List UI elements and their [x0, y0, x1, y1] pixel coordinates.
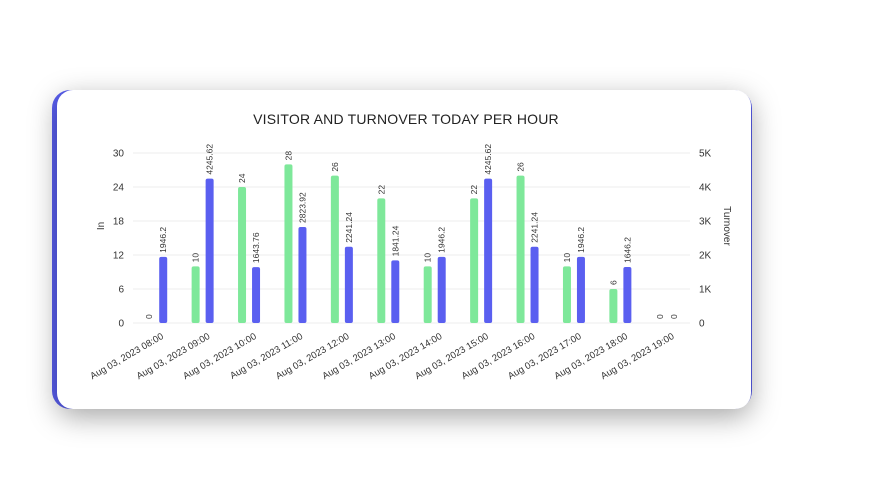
- right-tick-label: 3K: [699, 217, 712, 228]
- turnover-value-label: 4245.62: [205, 144, 215, 175]
- right-tick-label: 2K: [699, 251, 712, 262]
- left-axis: 0 6 12 18 24 30: [113, 149, 125, 330]
- left-axis-title: In: [96, 222, 107, 230]
- visitor-bar: [330, 175, 339, 323]
- left-tick-label: 0: [118, 319, 124, 330]
- visitor-value-label: 22: [376, 185, 386, 195]
- left-tick-label: 30: [113, 149, 125, 160]
- visitor-bar: [191, 266, 200, 323]
- chart-title: VISITOR AND TURNOVER TODAY PER HOUR: [253, 111, 559, 127]
- visitor-bar: [562, 266, 571, 323]
- turnover-bar: [530, 246, 539, 323]
- visitor-bar: [470, 198, 479, 323]
- right-tick-label: 4K: [699, 183, 712, 194]
- visitor-value-label: 28: [283, 151, 293, 161]
- visitor-value-label: 10: [423, 253, 433, 263]
- visitor-bar: [609, 289, 618, 323]
- turnover-value-label: 1841.24: [390, 225, 400, 256]
- visitor-value-label: 24: [237, 173, 247, 183]
- turnover-value-label: 1946.2: [158, 227, 168, 253]
- visitor-value-label: 26: [516, 162, 526, 172]
- left-tick-label: 12: [113, 251, 125, 262]
- category-label: Aug 03, 2023 08:00: [88, 331, 165, 382]
- visitor-bar: [238, 187, 247, 323]
- grid-lines: [133, 152, 690, 324]
- right-axis: 0 1K 2K 3K 4K 5K: [699, 149, 712, 330]
- turnover-value-label: 1946.2: [437, 227, 447, 253]
- visitor-value-label: 22: [469, 185, 479, 195]
- turnover-value-label: 4245.62: [483, 144, 493, 175]
- visitor-bar: [284, 164, 293, 323]
- turnover-value-label: 2241.24: [344, 212, 354, 243]
- turnover-value-label: 1643.76: [251, 232, 261, 263]
- chart-card: [57, 90, 751, 409]
- turnover-bar: [298, 226, 307, 323]
- visitor-value-label: 6: [608, 280, 618, 285]
- turnover-value-label: 1946.2: [576, 227, 586, 253]
- bars: [159, 164, 632, 323]
- turnover-bar: [344, 246, 353, 323]
- visitor-bar: [377, 198, 386, 323]
- turnover-bar: [576, 256, 585, 323]
- left-tick-label: 6: [118, 285, 124, 296]
- visitor-bar: [516, 175, 525, 323]
- right-axis-title: Turnover: [721, 206, 732, 246]
- visitor-value-label: 0: [144, 314, 154, 319]
- turnover-value-label: 0: [669, 314, 679, 319]
- turnover-bar: [205, 178, 214, 323]
- turnover-bar: [623, 267, 632, 323]
- right-tick-label: 0: [699, 319, 705, 330]
- turnover-value-label: 2241.24: [530, 212, 540, 243]
- turnover-bar: [484, 178, 493, 323]
- visitor-value-label: 26: [330, 162, 340, 172]
- right-tick-label: 5K: [699, 149, 712, 160]
- turnover-value-label: 1646.2: [622, 237, 632, 263]
- visitor-value-label: 10: [191, 253, 201, 263]
- turnover-bar: [252, 267, 261, 323]
- turnover-bar: [159, 256, 168, 323]
- turnover-bar: [391, 260, 400, 323]
- left-tick-label: 24: [113, 183, 125, 194]
- right-tick-label: 1K: [699, 285, 712, 296]
- turnover-value-label: 2823.92: [297, 192, 307, 223]
- visitor-value-label: 10: [562, 253, 572, 263]
- visitor-bar: [423, 266, 432, 323]
- data-labels: 0 1946.2 10 4245.62 24 1643.76 28 2823.92 26 2241…: [144, 144, 679, 319]
- left-tick-label: 18: [113, 217, 125, 228]
- visitor-value-label: 0: [655, 314, 665, 319]
- turnover-bar: [437, 256, 446, 323]
